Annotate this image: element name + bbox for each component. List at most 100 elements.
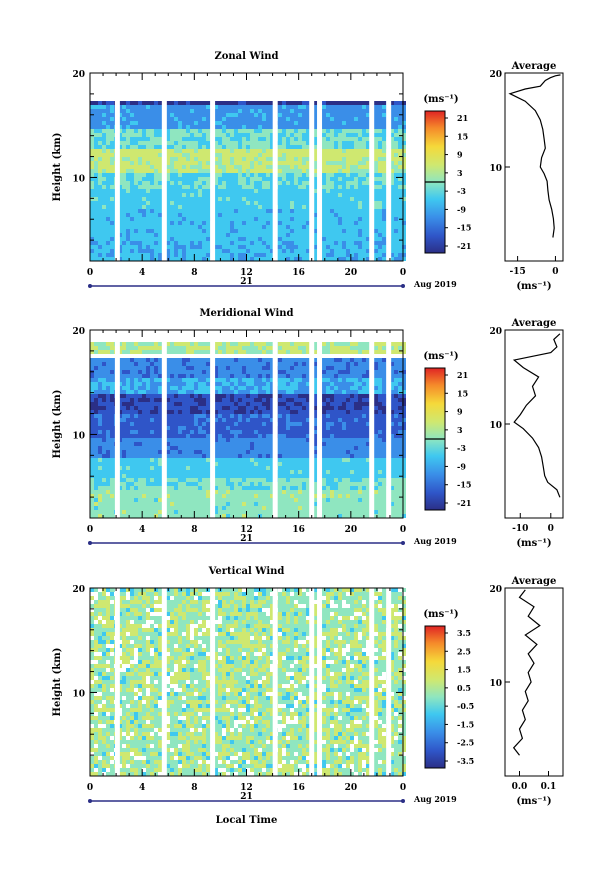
heatmap-cell [150,466,154,470]
heatmap-cell [358,237,362,241]
heatmap-cell [126,370,130,374]
heatmap-cell [362,121,366,125]
heatmap-cell [178,185,182,189]
heatmap-cell [110,394,114,398]
heatmap-cell [374,205,378,209]
heatmap-cell [158,161,162,165]
heatmap-cell [222,129,226,133]
heatmap-cell [150,133,154,137]
heatmap-cell [234,402,238,406]
heatmap-cell [214,133,218,137]
heatmap-cell [354,241,358,245]
heatmap-cell [178,442,182,446]
heatmap-cell [350,181,354,185]
heatmap-cell [246,414,250,418]
heatmap-cell [138,201,142,205]
heatmap-cell [126,346,130,350]
heatmap-cell [298,225,302,229]
heatmap-cell [198,442,202,446]
heatmap-cell [234,510,238,514]
heatmap-cell [394,213,398,217]
heatmap-cell [202,141,206,145]
heatmap-cell [258,217,262,221]
heatmap-cell [186,482,190,486]
heatmap-cell [374,213,378,217]
heatmap-cell [402,145,406,149]
heatmap-cell [342,153,346,157]
heatmap-cell [378,129,382,133]
heatmap-cell [90,109,94,113]
heatmap-cell [302,197,306,201]
heatmap-cell [218,470,222,474]
heatmap-cell [146,205,150,209]
heatmap-cell [146,506,150,510]
heatmap-cell [158,249,162,253]
heatmap-cell [98,458,102,462]
heatmap-cell [222,157,226,161]
heatmap-cell [190,390,194,394]
heatmap-cell [182,201,186,205]
heatmap-cell [330,185,334,189]
heatmap-cell [242,169,246,173]
heatmap-cell [166,466,170,470]
heatmap-cell [214,462,218,466]
heatmap-cell [186,402,190,406]
heatmap-cell [402,149,406,153]
heatmap-cell [118,454,122,458]
heatmap-cell [238,161,242,165]
heatmap-cell [354,229,358,233]
heatmap-cell [290,233,294,237]
heatmap-cell [178,217,182,221]
heatmap-cell [358,137,362,141]
heatmap-cell [214,181,218,185]
heatmap-cell [346,137,350,141]
heatmap-cell [298,189,302,193]
heatmap-cell [378,221,382,225]
heatmap-cell [246,370,250,374]
heatmap-cell [206,370,210,374]
heatmap-cell [390,217,394,221]
heatmap-cell [106,181,110,185]
heatmap-cell [290,121,294,125]
heatmap-cell [314,177,318,181]
heatmap-cell [202,209,206,213]
heatmap-cell [354,129,358,133]
heatmap-cell [326,157,330,161]
heatmap-cell [142,201,146,205]
heatmap-cell [306,141,310,145]
heatmap-cell [138,141,142,145]
heatmap-cell [374,181,378,185]
heatmap-cell [194,185,198,189]
heatmap-cell [110,486,114,490]
heatmap-cell [362,221,366,225]
heatmap-cell [270,169,274,173]
heatmap-cell [402,121,406,125]
heatmap-cell [258,181,262,185]
heatmap-cell [170,406,174,410]
heatmap-cell [234,241,238,245]
heatmap-cell [94,229,98,233]
heatmap-cell [338,169,342,173]
heatmap-cell [122,165,126,169]
heatmap-cell [238,390,242,394]
heatmap-cell [102,249,106,253]
heatmap-cell [154,358,158,362]
heatmap-cell [226,141,230,145]
heatmap-cell [110,366,114,370]
heatmap-cell [118,482,122,486]
heatmap-cell [398,201,402,205]
heatmap-cell [282,129,286,133]
x-tick-label: 12 [240,268,253,278]
heatmap-cell [234,165,238,169]
heatmap-cell [290,137,294,141]
heatmap-cell [94,101,98,105]
heatmap-cell [122,169,126,173]
heatmap-cell [214,157,218,161]
colorbar-tick-label: 15 [457,131,468,141]
heatmap-cell [366,201,370,205]
heatmap-cell [130,169,134,173]
heatmap-cell [262,209,266,213]
heatmap-cell [98,189,102,193]
heatmap-cell [102,482,106,486]
heatmap-cell [134,362,138,366]
